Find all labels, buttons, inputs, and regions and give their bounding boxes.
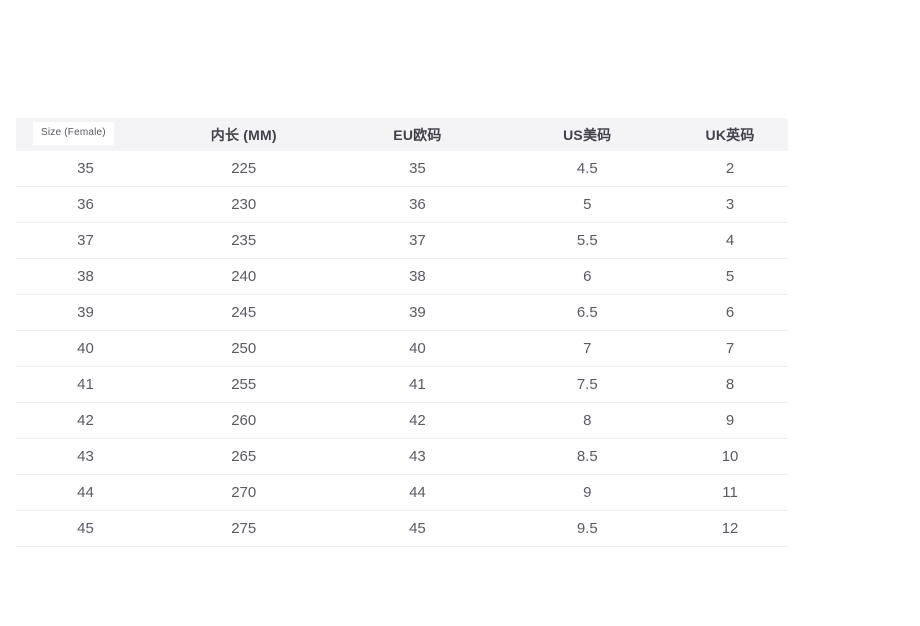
- table-cell: 260: [231, 412, 257, 429]
- table-cell: 225: [231, 160, 257, 177]
- table-row: 42 260 42 8 9: [16, 403, 788, 439]
- table-cell: 43: [77, 448, 94, 465]
- table-cell: 45: [409, 520, 426, 537]
- table-cell: 4: [725, 232, 735, 249]
- table-cell: 275: [231, 520, 257, 537]
- table-row: 41 255 41 7.5 8: [16, 367, 788, 403]
- table-row: 40 250 40 7 7: [16, 331, 788, 367]
- table-cell: 43: [409, 448, 426, 465]
- table-cell: 3: [725, 196, 735, 213]
- table-cell: 5: [583, 196, 592, 213]
- table-cell: 245: [231, 304, 257, 321]
- size-female-label: Size (Female): [33, 122, 114, 145]
- table-cell: 9: [583, 484, 592, 501]
- table-cell: 255: [231, 376, 257, 393]
- table-row: 45 275 45 9.5 12: [16, 511, 788, 547]
- table-row: 36 230 36 5 3: [16, 187, 788, 223]
- table-cell: 11: [722, 484, 738, 501]
- table-cell: 5: [725, 268, 735, 285]
- size-conversion-table: Size (Female) 内长 (MM) EU欧码 US美码 UK英码 35 2…: [16, 118, 788, 547]
- table-cell: 265: [231, 448, 257, 465]
- table-cell: 42: [409, 412, 426, 429]
- table-cell: 8: [583, 412, 592, 429]
- table-cell: 7: [583, 340, 592, 357]
- table-cell: 36: [77, 196, 94, 213]
- table-cell: 39: [409, 304, 426, 321]
- table-cell: 41: [409, 376, 426, 393]
- table-cell: 2: [725, 160, 735, 177]
- table-cell: 8: [725, 376, 735, 393]
- table-cell: 4.5: [576, 160, 598, 177]
- table-cell: 41: [77, 376, 94, 393]
- table-cell: 235: [231, 232, 257, 249]
- table-row: 35 225 35 4.5 2: [16, 151, 788, 187]
- table-cell: 5.5: [576, 232, 598, 249]
- table-cell: 35: [77, 160, 94, 177]
- table-cell: 7: [725, 340, 735, 357]
- table-cell: 270: [231, 484, 257, 501]
- header-cell-us-size: US美码: [563, 126, 612, 143]
- table-cell: 42: [77, 412, 94, 429]
- table-cell: 40: [77, 340, 94, 357]
- table-cell: 6: [725, 304, 735, 321]
- table-cell: 45: [77, 520, 94, 537]
- table-cell: 9: [725, 412, 735, 429]
- table-row: 43 265 43 8.5 10: [16, 439, 788, 475]
- table-row: 39 245 39 6.5 6: [16, 295, 788, 331]
- table-cell: 6.5: [576, 304, 598, 321]
- table-cell: 230: [231, 196, 257, 213]
- table-cell: 12: [721, 520, 739, 537]
- header-cell-eu-size: EU欧码: [393, 126, 442, 143]
- header-cell-inner-length-mm: 内长 (MM): [210, 126, 277, 143]
- table-cell: 7.5: [576, 376, 598, 393]
- table-cell: 35: [409, 160, 426, 177]
- table-cell: 10: [721, 448, 739, 465]
- table-body: 35 225 35 4.5 2 36 230 36 5 3 37 235 37 5.5 4 38 240 38 6 5…: [16, 151, 788, 547]
- table-cell: 38: [409, 268, 426, 285]
- table-row: 38 240 38 6 5: [16, 259, 788, 295]
- table-cell: 36: [409, 196, 426, 213]
- table-row: 37 235 37 5.5 4: [16, 223, 788, 259]
- table-cell: 240: [231, 268, 257, 285]
- header-cell-uk-size: UK英码: [705, 126, 755, 143]
- table-cell: 8.5: [576, 448, 598, 465]
- table-cell: 44: [77, 484, 94, 501]
- table-cell: 9.5: [576, 520, 598, 537]
- table-cell: 6: [583, 268, 592, 285]
- table-row: 44 270 44 9 11: [16, 475, 788, 511]
- table-cell: 38: [77, 268, 94, 285]
- table-cell: 37: [77, 232, 94, 249]
- table-header-row: Size (Female) 内长 (MM) EU欧码 US美码 UK英码: [16, 118, 788, 151]
- table-cell: 44: [409, 484, 426, 501]
- table-cell: 39: [77, 304, 94, 321]
- table-cell: 250: [231, 340, 257, 357]
- table-cell: 37: [409, 232, 426, 249]
- table-cell: 40: [409, 340, 426, 357]
